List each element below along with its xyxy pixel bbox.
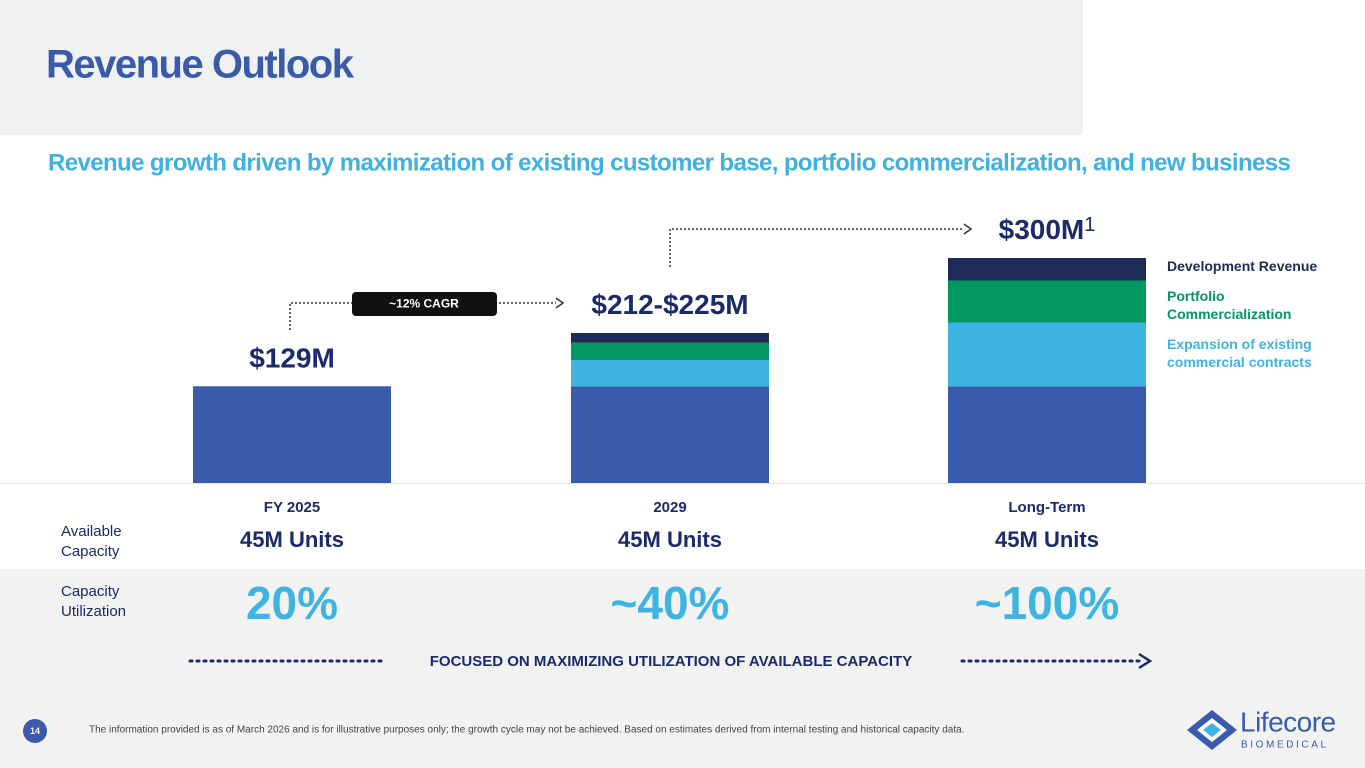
legend-entry: Portfolio Commercialization [1167, 288, 1292, 322]
page-badge [23, 719, 47, 743]
title: Revenue Outlook [46, 43, 355, 87]
logo-name: Lifecore [1240, 706, 1336, 737]
arrow-head [1138, 652, 1153, 670]
bar-segment [948, 258, 1146, 281]
subtitle: Revenue growth driven by maximization of… [48, 149, 1291, 176]
capacity-value: 45M Units [618, 527, 722, 552]
capacity-value: 45M Units [240, 527, 344, 552]
bar-segment [948, 386, 1146, 483]
category-label: 2029 [653, 499, 686, 516]
row-label: Available Capacity [61, 523, 122, 560]
cagr-label: ~12% CAGR [389, 297, 459, 311]
logo-mark [1187, 710, 1237, 750]
bar-segment [571, 333, 769, 343]
banner: FOCUSED ON MAXIMIZING UTILIZATION OF AVA… [430, 653, 912, 670]
total-label: $129M [249, 343, 335, 374]
footnote-marker: 1 [1084, 214, 1095, 236]
arrow-head [555, 297, 565, 309]
arrow [669, 228, 964, 267]
page-number: 14 [30, 726, 40, 736]
bar-segment [571, 342, 769, 360]
header-band [0, 0, 1083, 135]
footnote: The information provided is as of March … [89, 725, 964, 736]
total-value: $212-$225M [591, 289, 748, 320]
category-label: Long-Term [1008, 499, 1085, 516]
arrow-head [963, 223, 973, 235]
capacity-value: 45M Units [995, 527, 1099, 552]
bar-segment [571, 360, 769, 387]
logo-tagline: BIOMEDICAL [1241, 740, 1329, 751]
utilization-value: 20% [246, 577, 338, 629]
total-value: $129M [249, 343, 335, 374]
bar-segment [571, 386, 769, 483]
total-value: $300M [999, 214, 1085, 245]
bar-segment [948, 280, 1146, 323]
footer-band [0, 569, 1365, 768]
bar-segment [193, 386, 391, 483]
row-label: Capacity Utilization [61, 583, 127, 620]
legend-entry: Development Revenue [1167, 258, 1318, 274]
legend-entry: Expansion of existing commercial contrac… [1167, 336, 1312, 370]
category-label: FY 2025 [264, 499, 320, 516]
legend: Development Revenue Portfolio Commerciali… [1167, 257, 1327, 371]
bar-segment [948, 322, 1146, 387]
total-label: $300M1 [999, 214, 1096, 245]
cagr-box [352, 292, 497, 316]
total-label: $212-$225M [591, 289, 748, 320]
utilization-value: ~100% [975, 577, 1120, 629]
utilization-value: ~40% [611, 577, 730, 629]
